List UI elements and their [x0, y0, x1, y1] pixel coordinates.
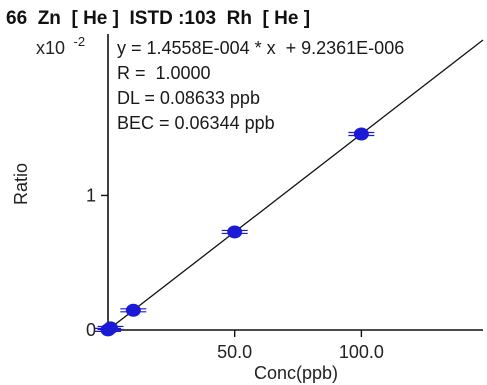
x-axis-label: Conc(ppb)	[254, 363, 338, 383]
calibration-point-marker	[103, 321, 119, 335]
x-tick-label: 100.0	[339, 342, 384, 362]
calibration-point-marker	[125, 303, 141, 317]
y-tick-label: 0	[86, 320, 96, 340]
ticks-layer: 50.0 100.0 0 1	[86, 185, 384, 362]
calibration-point	[348, 127, 375, 141]
dl-annotation: DL = 0.08633 ppb	[117, 88, 260, 108]
fit-layer	[107, 39, 484, 331]
chart-title: 66 Zn [ He ] ISTD :103 Rh [ He ]	[6, 8, 310, 29]
y-exponent-label: x10 -2	[36, 34, 85, 58]
calibration-point-marker	[227, 225, 243, 239]
bec-annotation: BEC = 0.06344 ppb	[117, 113, 275, 133]
calibration-point	[97, 321, 124, 335]
x-tick-label: 50.0	[217, 342, 252, 362]
calibration-fit-line	[107, 39, 484, 331]
y-exponent-power: -2	[73, 34, 85, 49]
y-tick-label: 1	[86, 185, 96, 205]
y-axis-label: Ratio	[11, 163, 31, 205]
y-exponent-base: x10	[36, 38, 65, 58]
calibration-point	[221, 225, 248, 239]
calibration-point	[120, 303, 147, 317]
equation-annotation: y = 1.4558E-004 * x + 9.2361E-006	[117, 38, 404, 58]
points-layer	[95, 127, 375, 337]
annotations-layer: y = 1.4558E-004 * x + 9.2361E-006 R = 1.…	[117, 38, 404, 133]
calibration-point-marker	[353, 127, 369, 141]
r-annotation: R = 1.0000	[117, 63, 211, 83]
